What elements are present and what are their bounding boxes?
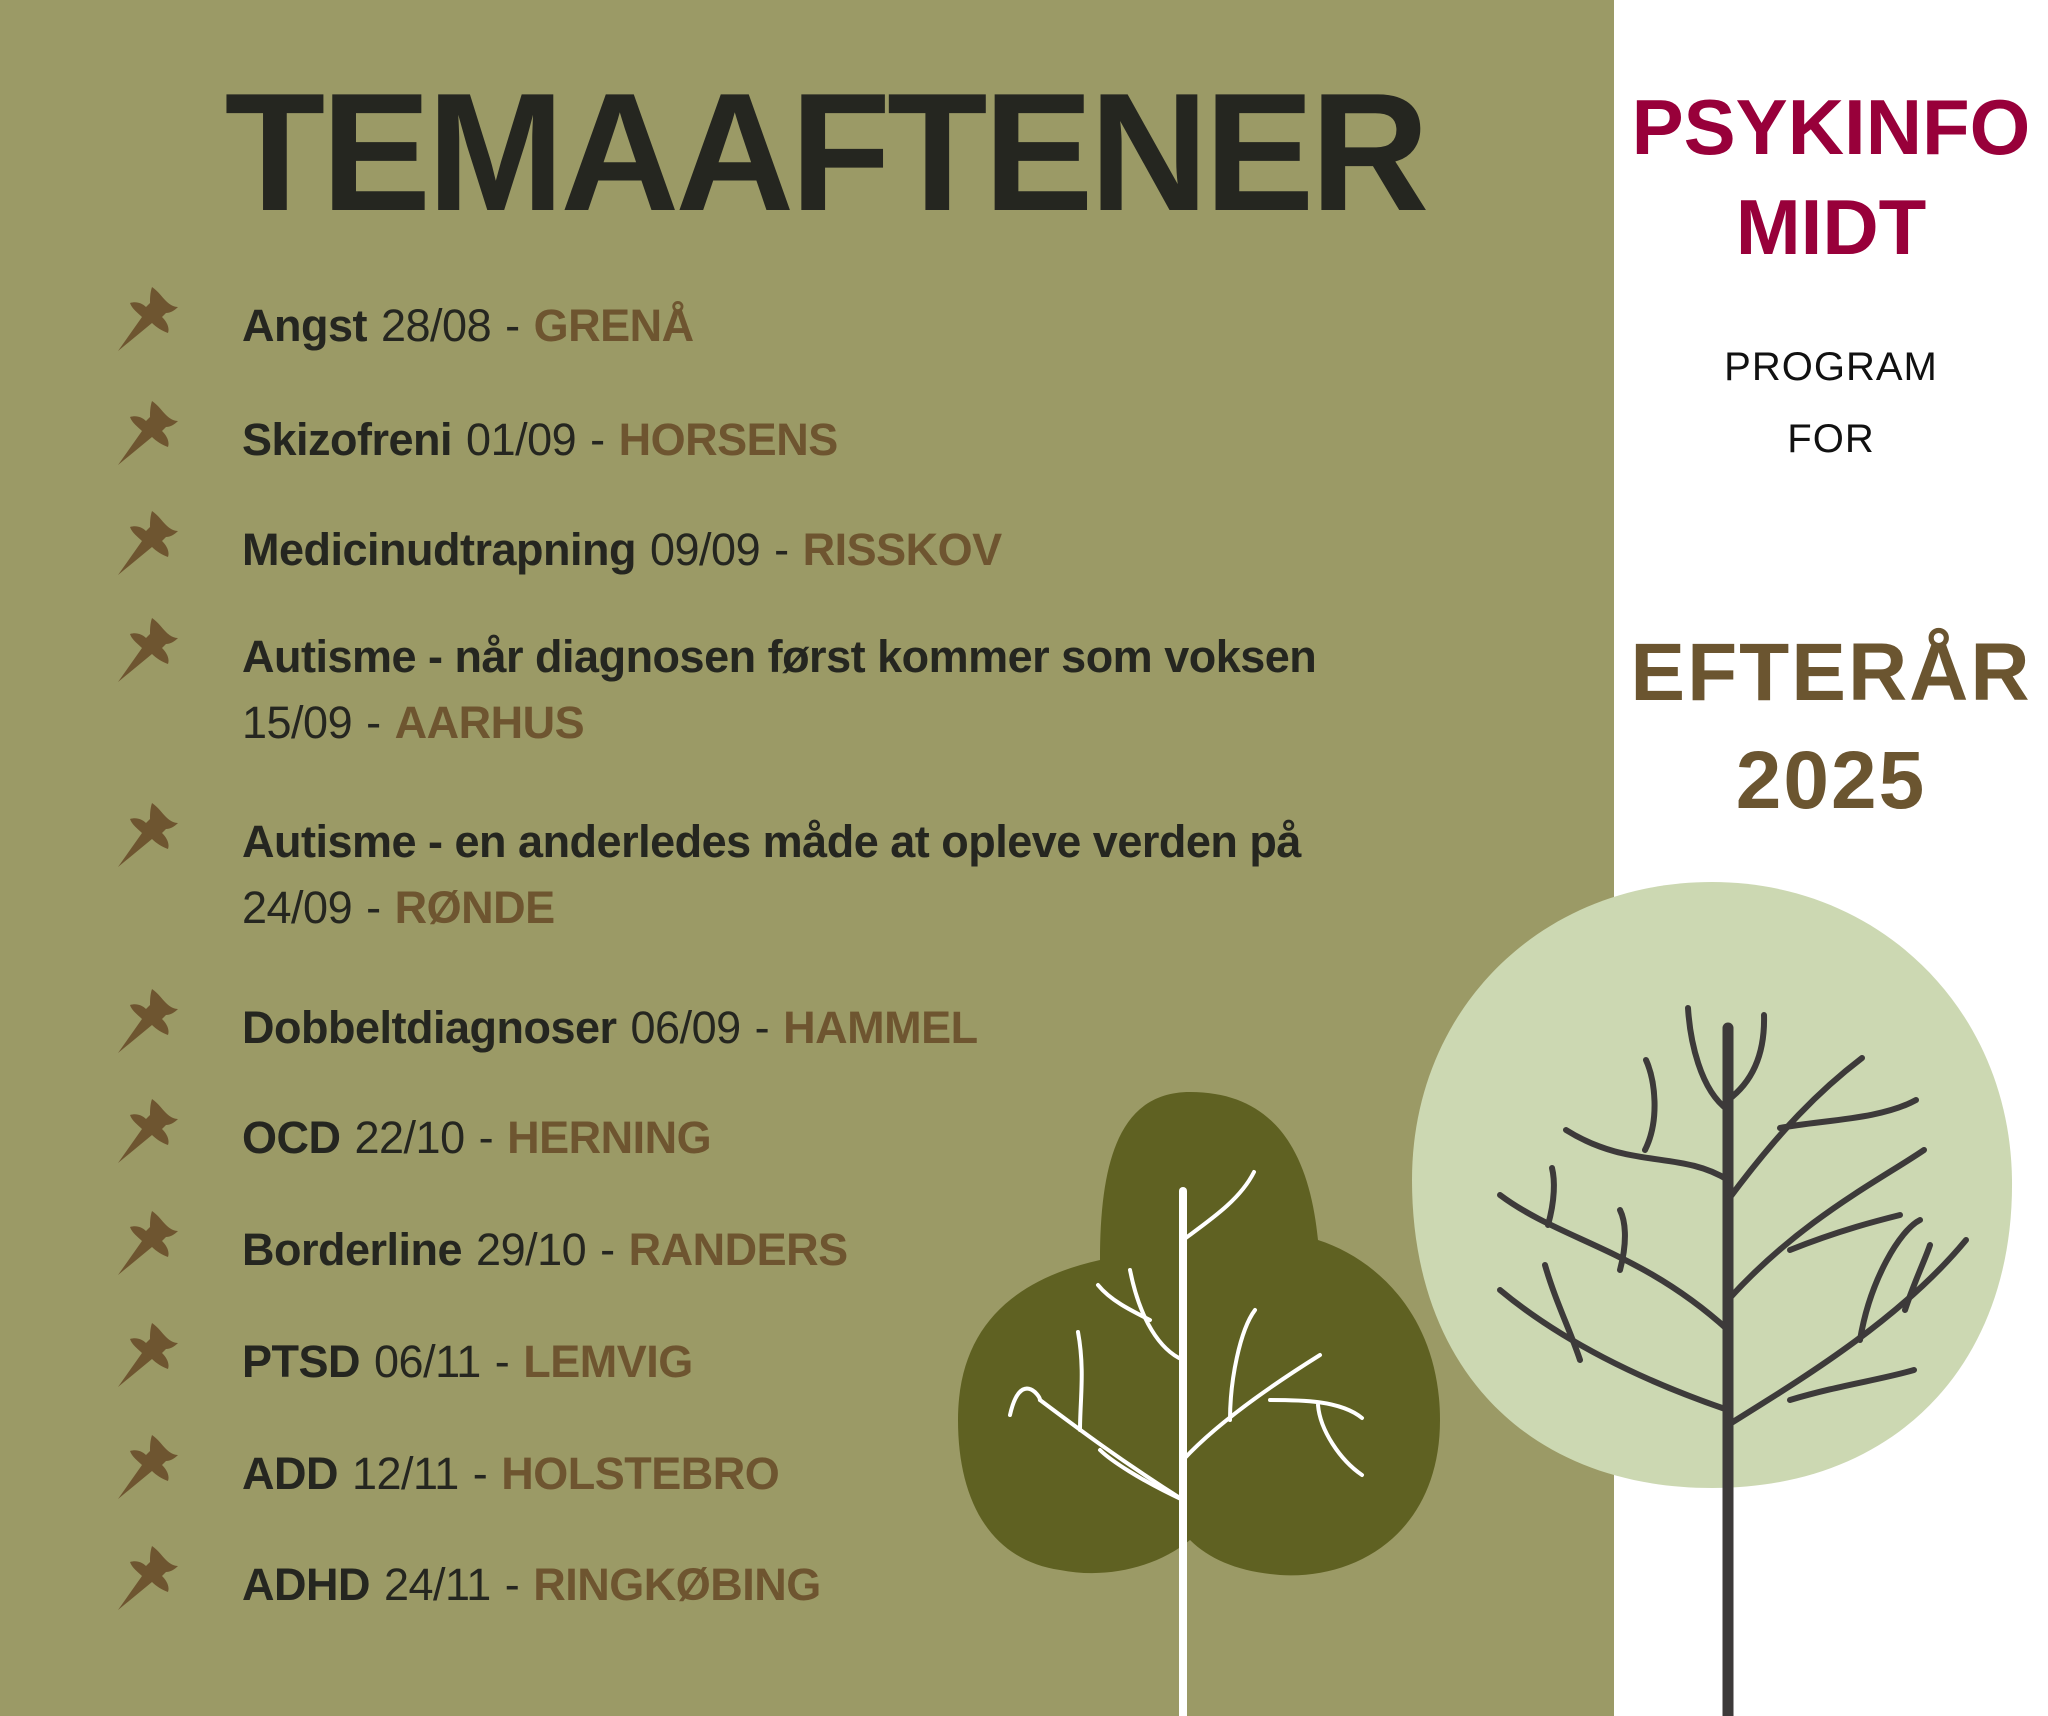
separator: - xyxy=(774,524,789,575)
brand-region: MIDT xyxy=(1735,183,1927,271)
event-date: 06/09 xyxy=(630,1002,742,1053)
event-date: 09/09 xyxy=(649,524,761,575)
pushpin-icon xyxy=(118,989,178,1053)
event-text: Dobbeltdiagnoser 06/09- HAMMEL xyxy=(242,995,978,1061)
pushpin-icon xyxy=(118,1435,178,1499)
program-label: PROGRAM xyxy=(1724,345,1938,389)
event-item: OCD 22/10- HERNING xyxy=(112,1099,712,1171)
event-item: Skizofreni 01/09- HORSENS xyxy=(112,401,838,473)
event-location: HOLSTEBRO xyxy=(501,1448,780,1499)
separator: - xyxy=(600,1224,615,1275)
separator: - xyxy=(366,697,381,748)
year-label: 2025 xyxy=(1735,735,1927,826)
event-date: 24/11 xyxy=(384,1559,491,1610)
event-item: Borderline 29/10- RANDERS xyxy=(112,1211,848,1283)
event-topic: Medicinudtrapning xyxy=(242,524,636,575)
pushpin-icon xyxy=(118,287,178,351)
event-location: HAMMEL xyxy=(783,1002,978,1053)
event-item: PTSD 06/11- LEMVIG xyxy=(112,1323,693,1395)
event-location: RISSKOV xyxy=(802,524,1003,575)
event-item: ADHD 24/11- RINGKØBING xyxy=(112,1546,821,1618)
light-tree-icon xyxy=(1412,882,2013,1716)
event-date: 22/10 xyxy=(354,1112,466,1163)
event-date: 28/08 xyxy=(381,300,492,351)
separator: - xyxy=(590,414,605,465)
event-topic: Autisme - når diagnosen først kommer som… xyxy=(242,631,1317,682)
event-item: Angst 28/08- GRENÅ xyxy=(112,287,694,359)
event-item: Dobbeltdiagnoser 06/09- HAMMEL xyxy=(112,989,978,1061)
event-item: Medicinudtrapning 09/09- RISSKOV xyxy=(112,511,1002,583)
separator: - xyxy=(494,1336,510,1387)
separator: - xyxy=(478,1112,494,1163)
event-date: 01/09 xyxy=(466,414,577,465)
event-date: 29/10 xyxy=(476,1224,587,1275)
event-date: 15/09 xyxy=(242,697,353,748)
page-title: TEMAAFTENER xyxy=(224,58,1430,246)
event-item: ADD 12/11- HOLSTEBRO xyxy=(112,1435,780,1507)
event-location: GRENÅ xyxy=(533,300,695,351)
pushpin-icon xyxy=(118,401,178,465)
for-label: FOR xyxy=(1787,417,1875,461)
pushpin-icon xyxy=(118,1323,178,1387)
event-text: Autisme - en anderledes måde at opleve v… xyxy=(242,809,1301,941)
event-topic: Angst xyxy=(242,300,368,351)
event-location: HORSENS xyxy=(618,414,839,465)
event-topic: ADHD xyxy=(242,1559,371,1610)
event-topic: PTSD xyxy=(242,1336,361,1387)
event-topic: Dobbeltdiagnoser xyxy=(242,1002,617,1053)
pushpin-icon xyxy=(118,1099,178,1163)
event-location: HERNING xyxy=(507,1112,712,1163)
event-topic: Autisme - en anderledes måde at opleve v… xyxy=(242,816,1301,867)
separator: - xyxy=(472,1448,488,1499)
event-topic: Skizofreni xyxy=(242,414,453,465)
event-topic: OCD xyxy=(242,1112,341,1163)
pushpin-icon xyxy=(118,803,178,867)
event-text: PTSD 06/11- LEMVIG xyxy=(242,1329,693,1395)
event-item: Autisme - en anderledes måde at opleve v… xyxy=(112,803,1301,941)
event-text: ADD 12/11- HOLSTEBRO xyxy=(242,1441,780,1507)
pushpin-icon xyxy=(118,1211,178,1275)
event-date: 12/11 xyxy=(352,1448,459,1499)
dark-tree-icon xyxy=(958,1092,1440,1716)
event-location: RØNDE xyxy=(394,882,556,933)
separator: - xyxy=(366,882,381,933)
event-text: OCD 22/10- HERNING xyxy=(242,1105,712,1171)
event-topic: Borderline xyxy=(242,1224,463,1275)
separator: - xyxy=(754,1002,770,1053)
event-date: 06/11 xyxy=(374,1336,481,1387)
brand-name: PSYKINFO xyxy=(1631,83,2031,171)
separator: - xyxy=(504,1559,520,1610)
event-item: Autisme - når diagnosen først kommer som… xyxy=(112,618,1317,756)
pushpin-icon xyxy=(118,1546,178,1610)
event-text: Borderline 29/10- RANDERS xyxy=(242,1217,848,1283)
event-date: 24/09 xyxy=(242,882,353,933)
event-text: Skizofreni 01/09- HORSENS xyxy=(242,407,838,473)
event-text: Autisme - når diagnosen først kommer som… xyxy=(242,624,1317,756)
event-text: Angst 28/08- GRENÅ xyxy=(242,293,694,359)
event-location: RINGKØBING xyxy=(533,1559,821,1610)
event-location: AARHUS xyxy=(394,697,585,748)
event-location: LEMVIG xyxy=(523,1336,693,1387)
pushpin-icon xyxy=(118,618,178,682)
event-location: RANDERS xyxy=(628,1224,849,1275)
event-text: ADHD 24/11- RINGKØBING xyxy=(242,1552,821,1618)
pushpin-icon xyxy=(118,511,178,575)
event-topic: ADD xyxy=(242,1448,339,1499)
season-label: EFTERÅR xyxy=(1630,627,2032,718)
event-text: Medicinudtrapning 09/09- RISSKOV xyxy=(242,517,1002,583)
separator: - xyxy=(505,300,520,351)
